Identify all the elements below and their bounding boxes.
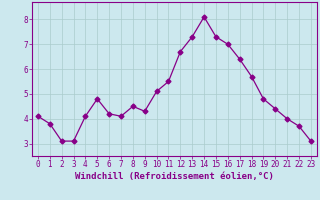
X-axis label: Windchill (Refroidissement éolien,°C): Windchill (Refroidissement éolien,°C) (75, 172, 274, 181)
